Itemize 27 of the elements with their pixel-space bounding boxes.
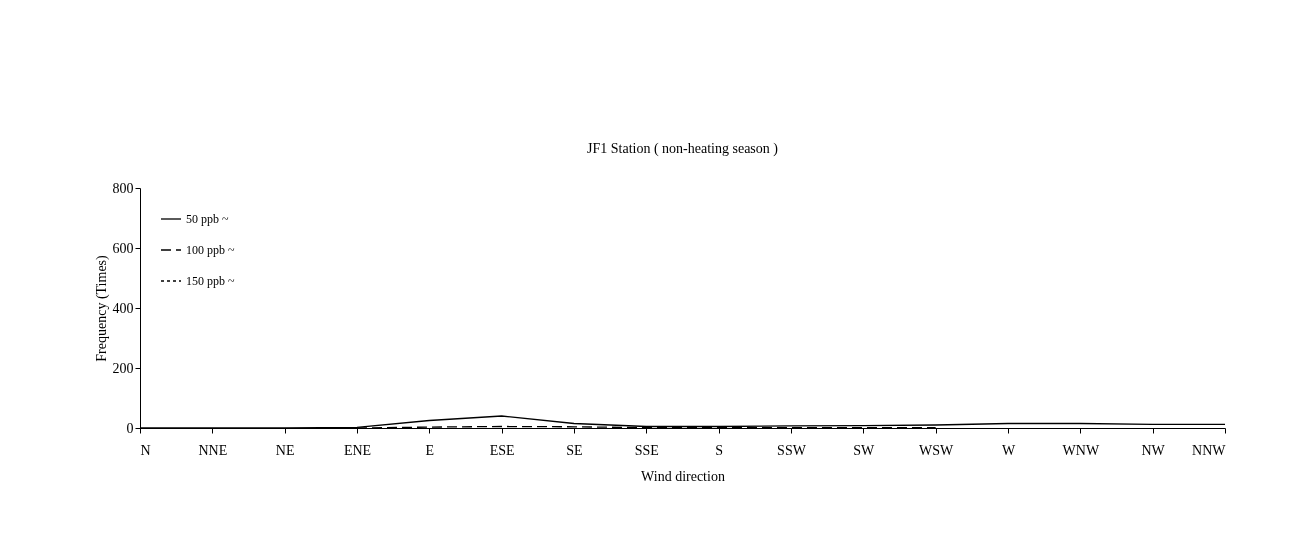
y-tick-label: 600 — [112, 240, 134, 256]
x-tick-label: NE — [275, 442, 295, 458]
x-tick-label: NNE — [198, 442, 228, 458]
y-tick-label: 400 — [112, 300, 134, 316]
x-tick-label: WSW — [919, 442, 955, 458]
y-tick-label: 0 — [126, 420, 134, 436]
x-tick-label: SSW — [777, 442, 807, 458]
x-tick-label: W — [1001, 442, 1016, 458]
y-axis-title: Frequency (Times) — [93, 254, 110, 362]
y-tick-label: 200 — [112, 360, 134, 376]
x-tick-label: NW — [1141, 442, 1166, 458]
chart-title: JF1 Station ( non-heating season ) — [587, 141, 779, 157]
x-tick-label: N — [140, 442, 151, 458]
x-tick-label: S — [715, 442, 724, 458]
x-tick-label: NNW — [1192, 442, 1227, 458]
x-tick-label: WNW — [1062, 442, 1100, 458]
x-tick-label: ESE — [489, 442, 515, 458]
x-tick-label: SSE — [634, 442, 659, 458]
x-tick-label: SW — [853, 442, 876, 458]
x-tick-label: ENE — [343, 442, 372, 458]
legend-label: 100 ppb ~ — [186, 243, 235, 257]
x-axis-title: Wind direction — [641, 468, 725, 484]
x-tick-label: E — [425, 442, 435, 458]
legend-label: 50 ppb ~ — [186, 212, 229, 226]
x-tick-label: SE — [566, 442, 583, 458]
legend-label: 150 ppb ~ — [186, 274, 235, 288]
y-tick-label: 800 — [112, 180, 134, 196]
